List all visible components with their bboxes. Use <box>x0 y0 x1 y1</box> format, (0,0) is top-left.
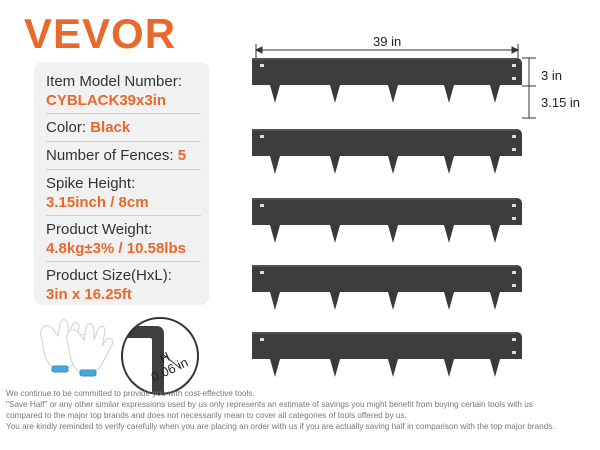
fence-spike <box>444 292 454 310</box>
fence-spike <box>330 85 340 103</box>
thickness-magnifier <box>121 317 199 395</box>
height-dimension-line <box>522 57 536 119</box>
length-dimension-line <box>254 44 520 58</box>
spec-color-value: Black <box>90 119 131 136</box>
fence-spike <box>490 225 500 243</box>
fence-strip <box>252 198 522 243</box>
fence-strip <box>252 332 522 377</box>
spec-fences-label: Number of Fences: <box>46 147 178 164</box>
fence-spike <box>444 225 454 243</box>
fence-spike <box>270 292 280 310</box>
fence-spike <box>388 85 398 103</box>
fence-spike <box>490 156 500 174</box>
height-label: 3 in <box>541 68 562 83</box>
spike-label: 3.15 in <box>541 95 581 110</box>
fence-spike <box>330 292 340 310</box>
spec-spike-value: 3.15inch / 8cm <box>46 194 149 211</box>
spec-spike: Spike Height: 3.15inch / 8cm <box>46 170 201 216</box>
spec-model-label: Item Model Number: <box>46 73 182 90</box>
spec-weight-value: 4.8kg±3% / 10.58lbs <box>46 240 186 257</box>
length-label: 39 in <box>373 34 402 49</box>
brand-logo: VEVOR <box>24 10 177 57</box>
spec-spike-label: Spike Height: <box>46 175 136 192</box>
spec-model: Item Model Number: CYBLACK39x3in <box>46 68 201 114</box>
spec-color: Color: Black <box>46 114 201 142</box>
fence-spike <box>270 359 280 377</box>
spec-weight: Product Weight: 4.8kg±3% / 10.58lbs <box>46 216 201 262</box>
gloves-image <box>40 319 114 377</box>
fence-spike <box>388 359 398 377</box>
spec-size-value: 3in x 16.25ft <box>46 286 132 303</box>
fence-group <box>252 58 522 377</box>
fence-spike <box>444 359 454 377</box>
spec-panel: Item Model Number: CYBLACK39x3in Color: … <box>34 62 209 305</box>
fence-spike <box>444 156 454 174</box>
spec-size-label: Product Size(HxL): <box>46 267 172 284</box>
disclaimer-line: You are kindly reminded to verify carefu… <box>6 422 555 431</box>
fence-spike <box>270 156 280 174</box>
disclaimer: We continue to be committed to provide y… <box>6 388 598 432</box>
disclaimer-line: We continue to be committed to provide y… <box>6 389 255 398</box>
fence-strip <box>252 58 522 103</box>
fence-spike <box>270 85 280 103</box>
spec-color-label: Color: <box>46 119 91 136</box>
fence-spike <box>330 225 340 243</box>
fence-spike <box>490 85 500 103</box>
fence-strip <box>252 265 522 310</box>
fence-spike <box>330 359 340 377</box>
disclaimer-line: "Save Half" or any other similar express… <box>6 400 533 409</box>
fence-spike <box>270 225 280 243</box>
spec-size: Product Size(HxL): 3in x 16.25ft <box>46 262 201 307</box>
fence-spike <box>330 156 340 174</box>
fence-spike <box>444 85 454 103</box>
spec-weight-label: Product Weight: <box>46 221 153 238</box>
fence-spike <box>388 292 398 310</box>
spec-fences-value: 5 <box>177 147 187 164</box>
disclaimer-line: compared to the major top brands and doe… <box>6 411 407 420</box>
fence-spike <box>388 156 398 174</box>
fence-strip <box>252 129 522 174</box>
spec-fences: Number of Fences: 5 <box>46 142 201 170</box>
fence-spike <box>388 225 398 243</box>
fence-spike <box>490 359 500 377</box>
fence-spike <box>490 292 500 310</box>
spec-model-value: CYBLACK39x3in <box>46 92 167 109</box>
